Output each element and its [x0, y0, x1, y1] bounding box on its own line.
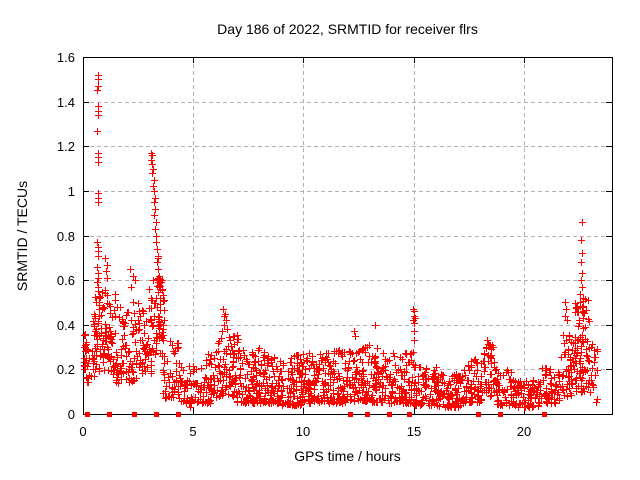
baseline-square-marker [387, 412, 392, 417]
baseline-square-marker [348, 412, 353, 417]
baseline-square-marker [498, 412, 503, 417]
y-tick-label: 1.4 [57, 95, 75, 110]
baseline-square-marker [542, 412, 547, 417]
baseline-square-marker [107, 412, 112, 417]
y-tick-label: 0.8 [57, 229, 75, 244]
y-tick-label: 0.6 [57, 273, 75, 288]
baseline-square-marker [476, 412, 481, 417]
x-tick-label: 15 [407, 424, 421, 439]
baseline-square-marker [154, 412, 159, 417]
baseline-square-marker [176, 412, 181, 417]
x-tick-label: 5 [189, 424, 196, 439]
chart-title: Day 186 of 2022, SRMTID for receiver flr… [217, 21, 478, 37]
baseline-square-marker [132, 412, 137, 417]
baseline-square-marker [85, 412, 90, 417]
x-tick-label: 0 [79, 424, 86, 439]
baseline-square-marker [407, 412, 412, 417]
x-axis-label: GPS time / hours [294, 448, 401, 464]
y-tick-label: 1 [68, 184, 75, 199]
baseline-square-marker [365, 412, 370, 417]
y-tick-label: 0 [68, 407, 75, 422]
y-tick-label: 0.4 [57, 318, 75, 333]
scatter-series-plus-markers [81, 72, 601, 411]
y-tick-label: 0.2 [57, 362, 75, 377]
y-tick-label: 1.6 [57, 50, 75, 65]
x-tick-label: 20 [517, 424, 531, 439]
x-tick-label: 10 [296, 424, 310, 439]
y-tick-label: 1.2 [57, 139, 75, 154]
